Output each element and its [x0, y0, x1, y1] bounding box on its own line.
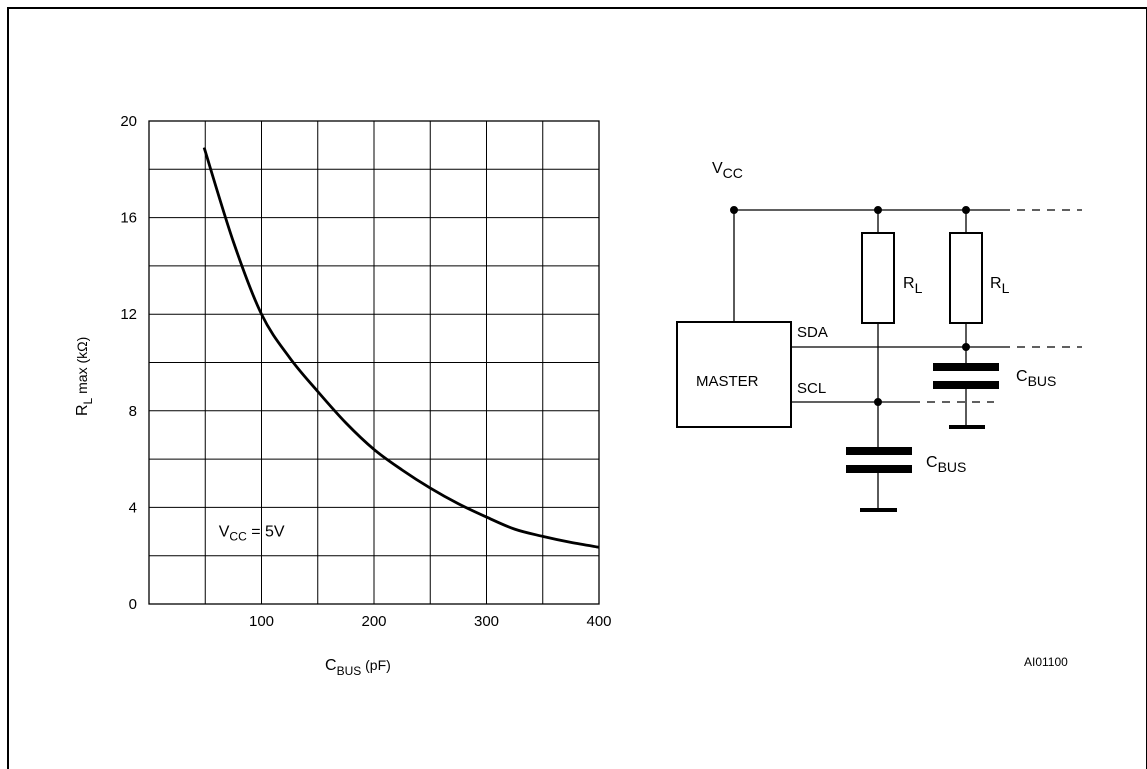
vcc-annotation-main: V: [219, 524, 230, 541]
scl-capacitor-label-main: C: [926, 454, 938, 471]
sda-label: SDA: [797, 324, 828, 341]
i2c-bus-circuit: [676, 206, 1082, 512]
sda-capacitor-label-main: C: [1016, 368, 1028, 385]
sda-capacitor-label-sub: BUS: [1028, 373, 1057, 389]
x-axis-label-sub: BUS: [337, 664, 362, 678]
x-tick-label: 400: [586, 613, 611, 630]
sda-capacitor-plate-top: [933, 363, 999, 371]
scl-capacitor-label-sub: BUS: [938, 459, 967, 475]
scl-capacitor-plate-bottom: [846, 465, 912, 473]
resistor-2-label-sub: L: [1002, 280, 1010, 296]
y-tick-label: 20: [120, 113, 137, 130]
master-label: MASTER: [696, 373, 759, 390]
resistor-1: [861, 232, 895, 324]
scl-node: [874, 398, 882, 406]
scl-capacitor-label: CBUS: [926, 454, 966, 475]
y-tick-label: 0: [129, 596, 137, 613]
sda-capacitor-label: CBUS: [1016, 368, 1056, 389]
y-axis-label-rest: max (kΩ): [74, 337, 90, 398]
x-axis-label: CBUS (pF): [325, 657, 391, 678]
x-axis-label-unit: (pF): [361, 657, 391, 673]
vcc-label-sub: CC: [723, 165, 743, 181]
vcc-annotation: VCC = 5V: [219, 524, 285, 544]
sda-capacitor-plate-bottom: [933, 381, 999, 389]
y-tick-labels: 0 4 8 12 16 20: [120, 113, 137, 613]
y-tick-label: 4: [129, 499, 137, 516]
sda-node: [962, 343, 970, 351]
x-tick-label: 200: [361, 613, 386, 630]
y-tick-label: 16: [120, 210, 137, 227]
resistor-2: [949, 232, 983, 324]
vcc-label-main: V: [712, 160, 723, 177]
y-axis-label-sub: L: [81, 397, 95, 404]
y-tick-label: 12: [120, 306, 137, 323]
y-tick-label: 8: [129, 403, 137, 420]
scl-label: SCL: [797, 380, 826, 397]
resistor-1-label: RL: [903, 275, 923, 296]
chart-grid: [149, 121, 599, 604]
circuit-labels: VCC MASTER SDA SCL RL RL CBUS CBUS AI011…: [696, 160, 1068, 669]
resistor-2-label: RL: [990, 275, 1010, 296]
figure-border: [7, 7, 1147, 769]
resistor-1-label-sub: L: [915, 280, 923, 296]
x-tick-label: 300: [474, 613, 499, 630]
rl-max-curve: [202, 147, 600, 549]
vcc-annotation-sub: CC: [229, 530, 247, 544]
plot-area-frame: [148, 120, 600, 605]
figure-reference: AI01100: [1024, 655, 1068, 669]
x-axis-label-main: C: [325, 657, 337, 674]
scl-capacitor-plate-top: [846, 447, 912, 455]
x-tick-labels: 100 200 300 400: [249, 613, 612, 630]
x-tick-label: 100: [249, 613, 274, 630]
master-block: [676, 321, 792, 428]
y-axis-label: RL max (kΩ): [74, 337, 95, 416]
vcc-annotation-rest: = 5V: [247, 524, 285, 541]
vcc-label: VCC: [712, 160, 743, 181]
rl-max-chart: 0 4 8 12 16 20 100 200 300 400 VCC = 5V CBUS (pF…: [74, 113, 612, 678]
y-axis-label-main: R: [74, 404, 91, 416]
resistor-1-label-main: R: [903, 275, 915, 292]
resistor-2-label-main: R: [990, 275, 1002, 292]
